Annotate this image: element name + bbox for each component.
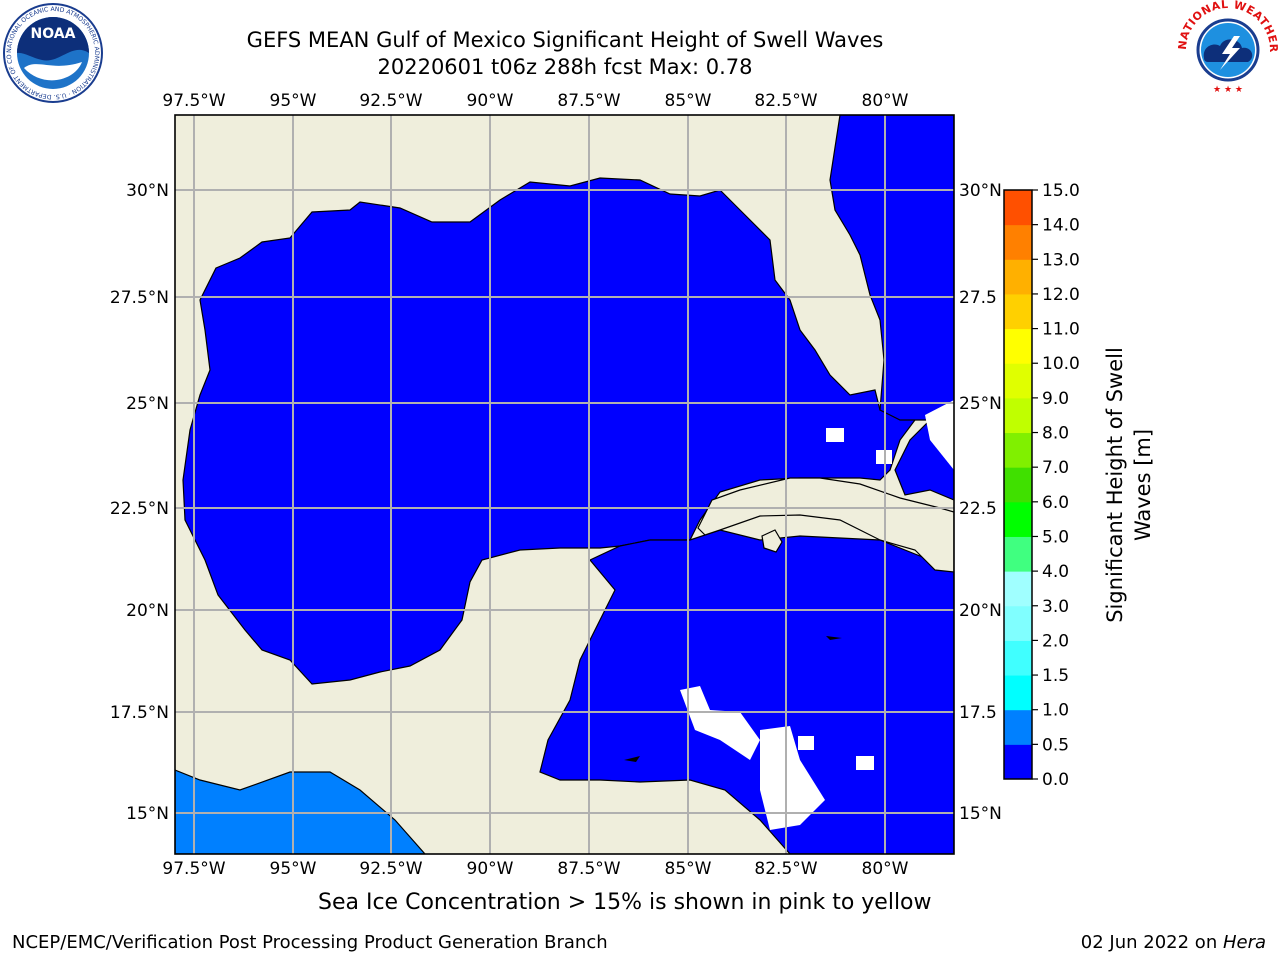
colorbar: 0.0 0.5 1.0 1.5 2.0 3.0 4.0 5.0 6.0 7.0 8.0 9.0 10.0…	[1003, 181, 1080, 790]
colorbar-tick-label: 0.0	[1042, 770, 1069, 790]
svg-text:★ ★ ★: ★ ★ ★	[1213, 85, 1243, 95]
lat-label: 30°N	[126, 181, 169, 201]
colorbar-segment	[1004, 675, 1032, 711]
colorbar-segment	[1004, 293, 1032, 330]
island	[826, 636, 842, 640]
lon-label: 80°W	[862, 91, 909, 111]
lat-labels-right: 30°N 27.5 25°N 22.5 20°N 17.5 15°N	[959, 181, 1002, 824]
lat-label: 27.5°N	[110, 288, 169, 308]
noaa-text: NOAA	[31, 26, 76, 42]
colorbar-segment	[1004, 709, 1032, 745]
lon-label: 90°W	[467, 91, 514, 111]
lon-label: 90°W	[467, 859, 514, 879]
lon-label: 92.5°W	[359, 91, 422, 111]
graticule	[175, 115, 954, 854]
lon-label: 87.5°W	[557, 91, 620, 111]
cuba	[697, 477, 954, 573]
colorbar-tick-label: 1.0	[1042, 701, 1069, 721]
no-data-patch	[925, 400, 954, 470]
footer-host: Hera	[1222, 932, 1266, 953]
gulf-map: 97.5°W 95°W 92.5°W 90°W 87.5°W 85°W 82.5…	[110, 91, 1155, 879]
lon-label: 92.5°W	[359, 859, 422, 879]
colorbar-tick-label: 4.0	[1042, 562, 1069, 582]
colorbar-tick-label: 10.0	[1042, 354, 1080, 374]
no-data-patch	[680, 686, 760, 760]
colorbar-segment	[1004, 363, 1032, 399]
lat-label: 20°N	[959, 601, 1002, 621]
colorbar-segment	[1004, 397, 1032, 434]
lat-label: 22.5	[959, 499, 997, 519]
colorbar-label-line1: Significant Height of Swell	[1103, 347, 1127, 623]
lon-label: 85°W	[665, 859, 712, 879]
colorbar-segment	[1004, 536, 1032, 572]
lon-labels-top: 97.5°W 95°W 92.5°W 90°W 87.5°W 85°W 82.5…	[162, 91, 908, 111]
lat-label: 27.5	[959, 288, 997, 308]
colorbar-tick-label: 2.0	[1042, 631, 1069, 651]
isla-de-la-juventud	[761, 529, 783, 553]
colorbar-segment	[1004, 190, 1032, 226]
lat-label: 17.5°N	[110, 703, 169, 723]
lat-label: 30°N	[959, 181, 1002, 201]
colorbar-segment	[1004, 744, 1032, 780]
lon-label: 95°W	[270, 859, 317, 879]
map-body	[175, 115, 954, 854]
lat-label: 22.5°N	[110, 499, 169, 519]
colorbar-segment	[1004, 224, 1032, 260]
lat-label: 17.5	[959, 703, 997, 723]
colorbar-segment	[1004, 605, 1032, 641]
nws-logo: NATIONAL WEATHER SERVICE ★ ★ ★	[1178, 0, 1278, 98]
island	[624, 756, 640, 762]
colorbar-tick-label: 15.0	[1042, 181, 1080, 201]
colorbar-tick-label: 9.0	[1042, 389, 1069, 409]
colorbar-tick-label: 13.0	[1042, 250, 1080, 270]
lat-labels-left: 30°N 27.5°N 25°N 22.5°N 20°N 17.5°N 15°N	[110, 181, 169, 824]
footer-date: 02 Jun 2022 on Hera	[1081, 932, 1266, 953]
colorbar-label: Significant Height of Swell Waves [m]	[1103, 347, 1155, 623]
colorbar-segment	[1004, 432, 1032, 468]
map-title: GEFS MEAN Gulf of Mexico Significant Hei…	[246, 28, 884, 52]
map-subtitle: 20220601 t06z 288h fcst Max: 0.78	[377, 55, 753, 79]
colorbar-segment	[1004, 571, 1032, 607]
lon-label: 80°W	[862, 859, 909, 879]
colorbar-tick-label: 0.5	[1042, 735, 1069, 755]
colorbar-tick-label: 1.5	[1042, 666, 1069, 686]
colorbar-frame	[1003, 189, 1033, 780]
lat-label: 15°N	[959, 804, 1002, 824]
colorbar-tick-label: 3.0	[1042, 597, 1069, 617]
lon-label: 95°W	[270, 91, 317, 111]
sea-ice-caption: Sea Ice Concentration > 15% is shown in …	[318, 890, 932, 915]
colorbar-label-line2: Waves [m]	[1131, 429, 1155, 541]
map-frame	[174, 114, 955, 855]
lon-labels-bottom: 97.5°W 95°W 92.5°W 90°W 87.5°W 85°W 82.5…	[162, 859, 908, 879]
colorbar-tick-label: 11.0	[1042, 320, 1080, 340]
no-data-patch	[826, 428, 844, 442]
no-data-patch	[798, 736, 814, 750]
lon-label: 85°W	[665, 91, 712, 111]
colorbar-tick-label: 5.0	[1042, 527, 1069, 547]
lat-label: 25°N	[126, 394, 169, 414]
colorbar-tick-label: 14.0	[1042, 216, 1080, 236]
lat-label: 15°N	[126, 804, 169, 824]
no-data-patch	[856, 756, 874, 770]
colorbar-segment	[1004, 467, 1032, 503]
lon-label: 82.5°W	[754, 859, 817, 879]
noaa-logo: NATIONAL OCEANIC AND ATMOSPHERIC ADMINIS…	[2, 2, 103, 103]
footer-date-text: 02 Jun 2022 on	[1080, 932, 1223, 953]
colorbar-tick-label: 12.0	[1042, 285, 1080, 305]
colorbar-segment	[1004, 328, 1032, 364]
colorbar-segment	[1004, 640, 1032, 676]
lon-label: 87.5°W	[557, 859, 620, 879]
lon-label: 82.5°W	[754, 91, 817, 111]
colorbar-tick-label: 6.0	[1042, 493, 1069, 513]
colorbar-tick-label: 7.0	[1042, 458, 1069, 478]
colorbar-tick-label: 8.0	[1042, 424, 1069, 444]
lon-label: 97.5°W	[162, 91, 225, 111]
colorbar-segment	[1004, 501, 1032, 537]
lat-label: 25°N	[959, 394, 1002, 414]
no-data-patch	[760, 726, 825, 830]
lat-label: 20°N	[126, 601, 169, 621]
colorbar-segment	[1004, 259, 1032, 295]
footer-credit: NCEP/EMC/Verification Post Processing Pr…	[12, 932, 608, 953]
lon-label: 97.5°W	[162, 859, 225, 879]
